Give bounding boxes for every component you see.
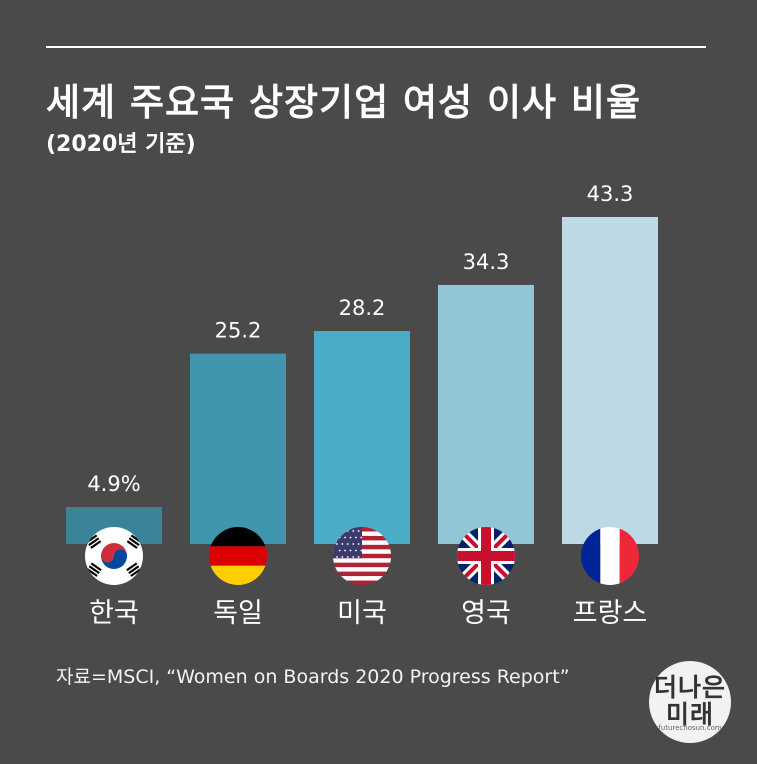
publisher-logo: 더나은 미래 futurechosun.com bbox=[649, 661, 731, 743]
value-label-2: 25.2 bbox=[215, 319, 262, 343]
category-label-4: 영국 bbox=[461, 598, 511, 629]
logo-text-line2: 미래 bbox=[665, 700, 714, 729]
bar-5 bbox=[562, 217, 658, 544]
france-flag-icon bbox=[581, 527, 639, 585]
category-label-2: 독일 bbox=[213, 598, 263, 629]
uk-flag-icon bbox=[457, 527, 515, 585]
logo-text-line1: 더나은 bbox=[653, 673, 726, 702]
chart-title: 세계 주요국 상장기업 여성 이사 비율 bbox=[46, 81, 642, 124]
bar-4 bbox=[438, 284, 534, 544]
logo-url: futurechosun.com bbox=[658, 724, 722, 732]
category-label-1: 한국 bbox=[89, 598, 139, 629]
usa-flag-icon bbox=[333, 527, 391, 585]
south-korea-flag-icon bbox=[85, 527, 143, 585]
value-label-3: 28.2 bbox=[339, 296, 386, 320]
value-label-1: 4.9% bbox=[87, 472, 140, 496]
category-label-3: 미국 bbox=[337, 598, 387, 629]
value-label-4: 34.3 bbox=[463, 250, 510, 274]
germany-flag-icon bbox=[209, 527, 267, 585]
source-note: 자료=MSCI, “Women on Boards 2020 Progress … bbox=[56, 666, 570, 688]
bar-3 bbox=[314, 331, 410, 544]
chart-subtitle: (2020년 기준) bbox=[46, 132, 196, 157]
bar-2 bbox=[190, 353, 286, 544]
top-rule bbox=[46, 46, 706, 48]
category-label-5: 프랑스 bbox=[573, 598, 648, 629]
value-label-5: 43.3 bbox=[587, 182, 634, 206]
